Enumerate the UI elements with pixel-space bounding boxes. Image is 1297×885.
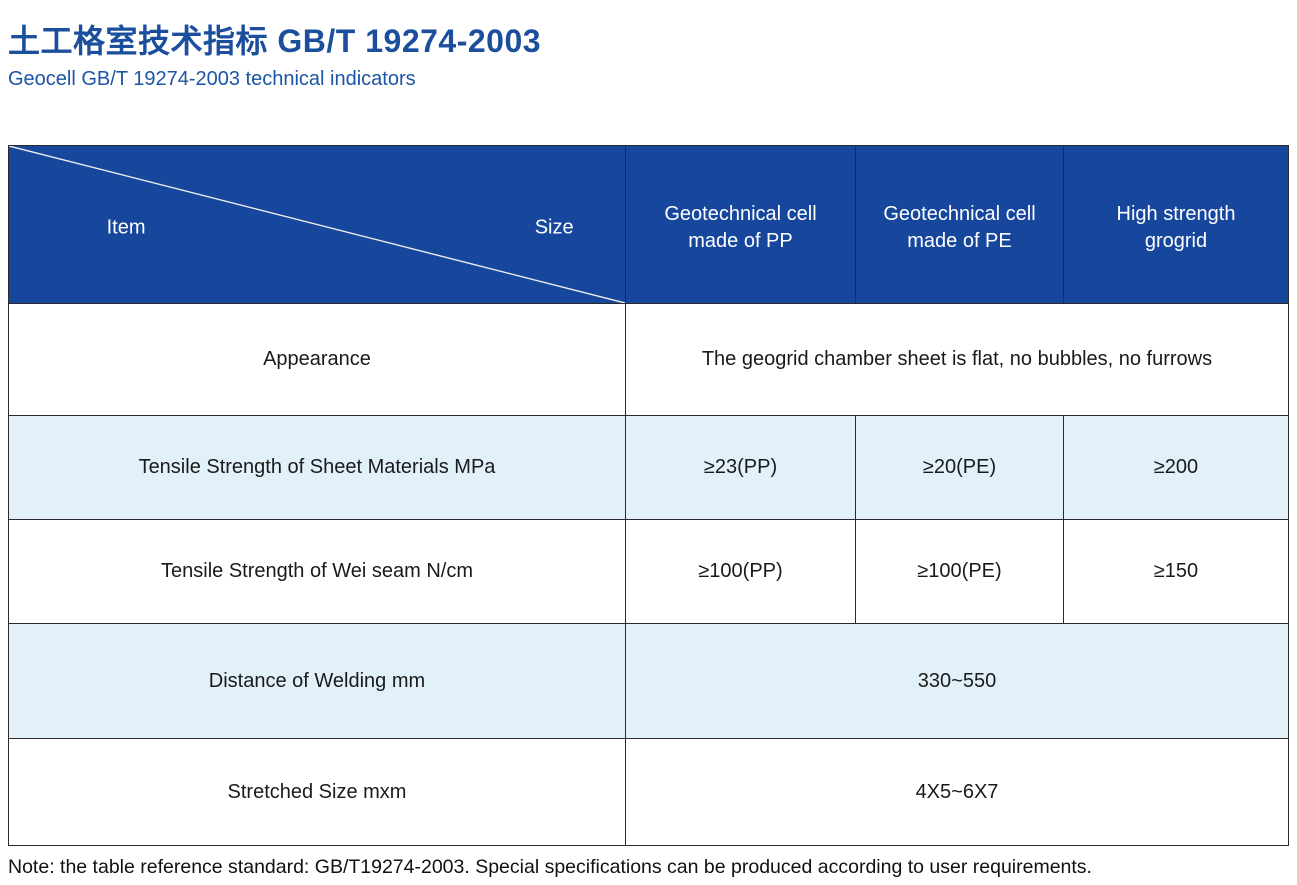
- column-header-geogrid: High strength grogrid: [1063, 145, 1289, 304]
- corner-header-cell: Item Size: [8, 145, 626, 304]
- column-header-pe: Geotechnical cell made of PE: [855, 145, 1064, 304]
- footnote: Note: the table reference standard: GB/T…: [8, 856, 1092, 878]
- table-row-stretched-size: Stretched Size mxm 4X5~6X7: [8, 738, 1289, 846]
- spec-table: Item Size Geotechnical cell made of PP G…: [8, 145, 1289, 846]
- value-sheet-pp: ≥23(PP): [625, 415, 856, 520]
- row-label-stretched-size: Stretched Size mxm: [8, 738, 626, 846]
- value-appearance: The geogrid chamber sheet is flat, no bu…: [625, 303, 1289, 416]
- table-row-sheet-tensile: Tensile Strength of Sheet Materials MPa …: [8, 415, 1289, 520]
- row-label-sheet-tensile: Tensile Strength of Sheet Materials MPa: [8, 415, 626, 520]
- value-sheet-geogrid: ≥200: [1063, 415, 1289, 520]
- page-subtitle: Geocell GB/T 19274-2003 technical indica…: [8, 68, 416, 90]
- value-stretched-size: 4X5~6X7: [625, 738, 1289, 846]
- value-seam-pp: ≥100(PP): [625, 519, 856, 624]
- corner-size-label: Size: [534, 216, 574, 239]
- corner-item-label: Item: [106, 216, 146, 239]
- page-title: 土工格室技术指标 GB/T 19274-2003: [8, 23, 542, 59]
- table-row-appearance: Appearance The geogrid chamber sheet is …: [8, 303, 1289, 416]
- diagonal-divider-line: [9, 146, 625, 303]
- row-label-appearance: Appearance: [8, 303, 626, 416]
- value-sheet-pe: ≥20(PE): [855, 415, 1064, 520]
- spec-table-wrap: Item Size Geotechnical cell made of PP G…: [8, 145, 1289, 846]
- row-label-seam-tensile: Tensile Strength of Wei seam N/cm: [8, 519, 626, 624]
- value-seam-geogrid: ≥150: [1063, 519, 1289, 624]
- column-header-pp: Geotechnical cell made of PP: [625, 145, 856, 304]
- row-label-welding-distance: Distance of Welding mm: [8, 623, 626, 739]
- value-welding-distance: 330~550: [625, 623, 1289, 739]
- value-seam-pe: ≥100(PE): [855, 519, 1064, 624]
- table-header-row: Item Size Geotechnical cell made of PP G…: [8, 145, 1289, 304]
- table-row-seam-tensile: Tensile Strength of Wei seam N/cm ≥100(P…: [8, 519, 1289, 624]
- table-row-welding-distance: Distance of Welding mm 330~550: [8, 623, 1289, 739]
